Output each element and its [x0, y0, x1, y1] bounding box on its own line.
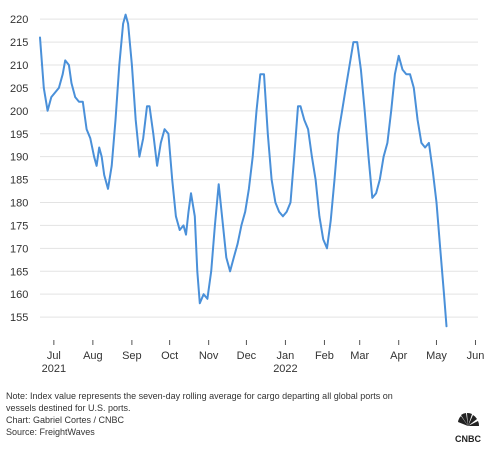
y-tick-label: 165	[10, 266, 28, 278]
year-label: 2021	[42, 363, 66, 375]
x-axis-ticks: Jul Aug Sep Oct Nov Dec Jan Feb Mar Apr May Jun 2021…	[42, 340, 485, 375]
y-tick-label: 185	[10, 175, 28, 187]
x-tick-label: Nov	[199, 350, 219, 362]
y-tick-label: 180	[10, 198, 28, 210]
y-tick-label: 220	[10, 14, 28, 26]
y-tick-label: 210	[10, 60, 28, 72]
y-tick-label: 200	[10, 106, 28, 118]
cnbc-logo: CNBC	[449, 408, 487, 444]
y-tick-label: 195	[10, 129, 28, 141]
chart-credit: Chart: Gabriel Cortes / CNBC	[6, 415, 125, 425]
x-tick-label: Feb	[315, 350, 334, 362]
x-tick-label: Mar	[350, 350, 369, 362]
x-tick-label: Aug	[83, 350, 103, 362]
x-tick-label: May	[426, 350, 447, 362]
x-tick-label: Dec	[237, 350, 257, 362]
x-tick-label: Apr	[390, 350, 407, 362]
line-chart: 155 160 165 170 175 180 185 190 195 200 205 210 215 2…	[10, 13, 485, 375]
source-credit: Source: FreightWaves	[6, 427, 95, 437]
y-tick-label: 205	[10, 83, 28, 95]
x-tick-label: Jan	[277, 350, 295, 362]
x-tick-label: Jul	[47, 350, 61, 362]
y-axis-ticks: 155 160 165 170 175 180 185 190 195 200 205 210 215 2…	[10, 14, 28, 324]
x-tick-label: Jun	[467, 350, 485, 362]
footnote: Note: Index value represents the seven-d…	[6, 391, 393, 401]
y-tick-label: 155	[10, 312, 28, 324]
y-tick-label: 175	[10, 220, 28, 232]
series-line	[39, 13, 448, 328]
x-tick-label: Sep	[122, 350, 142, 362]
gridlines	[40, 18, 478, 318]
y-tick-label: 170	[10, 243, 28, 255]
y-tick-label: 160	[10, 289, 28, 301]
x-tick-label: Oct	[161, 350, 178, 362]
year-label: 2022	[273, 363, 297, 375]
y-tick-label: 190	[10, 152, 28, 164]
footnote-continued: vessels destined for U.S. ports.	[6, 403, 131, 413]
svg-text:CNBC: CNBC	[455, 434, 481, 444]
y-tick-label: 215	[10, 37, 28, 49]
